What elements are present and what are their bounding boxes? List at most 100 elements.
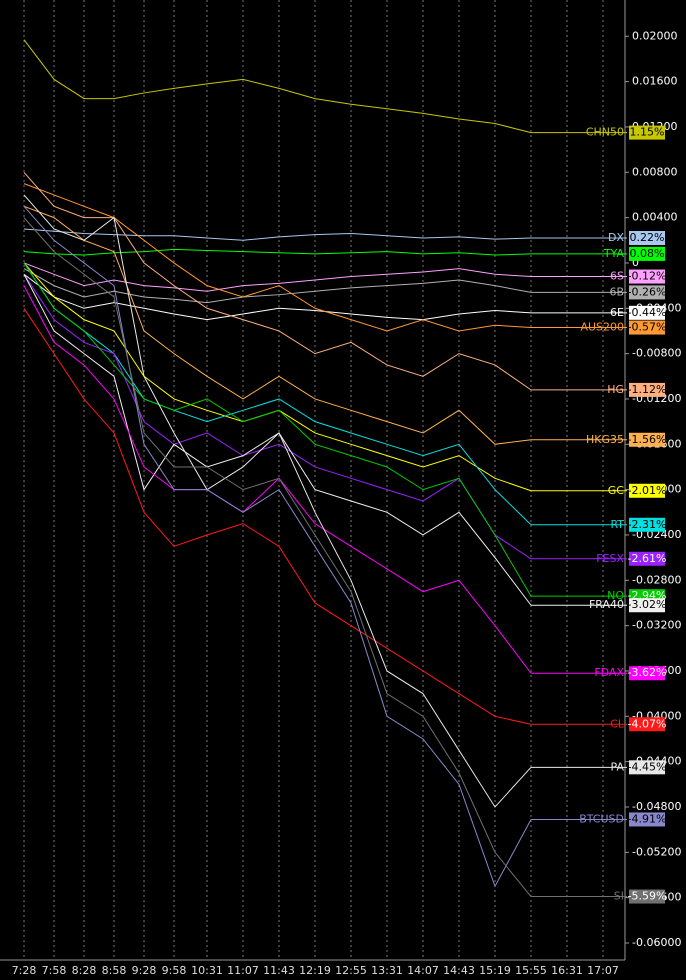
series-name: RT — [610, 518, 624, 531]
y-tick-label: 0.00400 — [632, 211, 678, 224]
value-label: -4.45% — [628, 760, 667, 773]
series-name: CL — [610, 717, 625, 730]
series-name: TYA — [603, 247, 625, 260]
series-line — [23, 274, 532, 606]
series-name: NQ — [607, 589, 624, 602]
series-line — [23, 273, 532, 321]
value-label: -3.62% — [628, 666, 667, 679]
x-tick-label: 13:31 — [371, 964, 403, 977]
series-name: 6S — [610, 270, 624, 283]
value-label-box — [629, 551, 665, 566]
series-line — [23, 285, 532, 674]
value-label-box — [629, 285, 665, 300]
x-tick-label: 14:43 — [443, 964, 475, 977]
x-tick-label: 10:31 — [191, 964, 223, 977]
x-tick-label: 7:28 — [12, 964, 37, 977]
series-line — [23, 171, 532, 391]
x-tick-label: 16:31 — [551, 964, 583, 977]
y-tick-label: 0.01600 — [632, 75, 678, 88]
y-tick-label: -0.05200 — [632, 845, 681, 858]
x-tick-label: 11:07 — [227, 964, 259, 977]
y-tick-label: -0.04800 — [632, 800, 681, 813]
value-label-box — [629, 812, 665, 827]
series-line — [23, 248, 532, 256]
x-tick-label: 8:28 — [72, 964, 97, 977]
value-label-box — [629, 889, 665, 904]
series-line — [23, 308, 532, 725]
series-line — [23, 183, 532, 332]
y-tick-label: 0.00800 — [632, 165, 678, 178]
series-line — [23, 262, 532, 597]
series-name: CHN50 — [586, 126, 624, 139]
value-label-box — [629, 246, 665, 261]
value-label: 0.22% — [630, 231, 665, 244]
series-name: FRA40 — [589, 598, 624, 611]
x-tick-label: 7:58 — [42, 964, 67, 977]
y-tick-label: -0.03200 — [632, 619, 681, 632]
series-line — [23, 39, 532, 134]
x-tick-label: 12:55 — [335, 964, 367, 977]
value-label: -2.61% — [628, 552, 667, 565]
series-line — [23, 268, 532, 304]
value-label-box — [629, 717, 665, 732]
value-label: -4.91% — [628, 812, 667, 825]
value-label-box — [629, 305, 665, 320]
value-label: -3.02% — [628, 598, 667, 611]
value-label-box — [629, 760, 665, 775]
value-label: -1.56% — [628, 433, 667, 446]
value-label: -5.59% — [628, 890, 667, 903]
series-name: HKG35 — [586, 433, 624, 446]
x-tick-label: 15:55 — [515, 964, 547, 977]
value-label: -1.12% — [628, 383, 667, 396]
value-label-box — [629, 483, 665, 498]
value-label: -2.31% — [628, 518, 667, 531]
series-name: FDAX — [594, 666, 624, 679]
series-line — [23, 205, 532, 888]
value-label-box — [629, 598, 665, 613]
x-tick-label: 9:58 — [162, 964, 187, 977]
value-label: -2.01% — [628, 484, 667, 497]
value-label: -0.57% — [628, 321, 667, 334]
y-tick-label: -0.06000 — [632, 936, 681, 949]
series-name: GC — [608, 484, 625, 497]
x-tick-label: 8:58 — [102, 964, 127, 977]
series-name: BTCUSD — [579, 812, 624, 825]
series-line — [23, 205, 532, 445]
series-line — [23, 194, 532, 808]
value-label-box — [629, 666, 665, 681]
value-label: -0.44% — [628, 306, 667, 319]
x-tick-label: 11:43 — [263, 964, 295, 977]
value-label: 1.15% — [630, 126, 665, 139]
series-name: 6B — [609, 285, 624, 298]
series-line — [23, 262, 532, 292]
series-name: HG — [607, 383, 624, 396]
series-name: PA — [611, 760, 625, 773]
y-tick-label: 0.02000 — [632, 29, 678, 42]
value-label-box — [629, 231, 665, 246]
series-name: SI — [614, 890, 624, 903]
series-name: 6E — [610, 306, 624, 319]
series-name: FESX — [596, 552, 624, 565]
value-label-box — [629, 432, 665, 447]
x-tick-label: 9:28 — [132, 964, 157, 977]
value-label-box — [629, 517, 665, 532]
value-label-box — [629, 269, 665, 284]
value-label-box — [629, 320, 665, 335]
value-label-box — [629, 125, 665, 140]
value-label: -4.07% — [628, 717, 667, 730]
value-label: -0.26% — [628, 285, 667, 298]
y-tick-label: -0.02800 — [632, 573, 681, 586]
y-tick-label: 0 — [632, 256, 639, 269]
y-tick-label: -0.00800 — [632, 347, 681, 360]
series-line — [23, 262, 532, 526]
series-line — [23, 217, 532, 897]
series-name: DX — [608, 231, 624, 244]
value-label: -0.12% — [628, 270, 667, 283]
x-tick-label: 15:19 — [479, 964, 511, 977]
x-tick-label: 12:19 — [299, 964, 331, 977]
value-label-box — [629, 382, 665, 397]
value-label: 0.08% — [630, 247, 665, 260]
series-line — [23, 228, 532, 241]
